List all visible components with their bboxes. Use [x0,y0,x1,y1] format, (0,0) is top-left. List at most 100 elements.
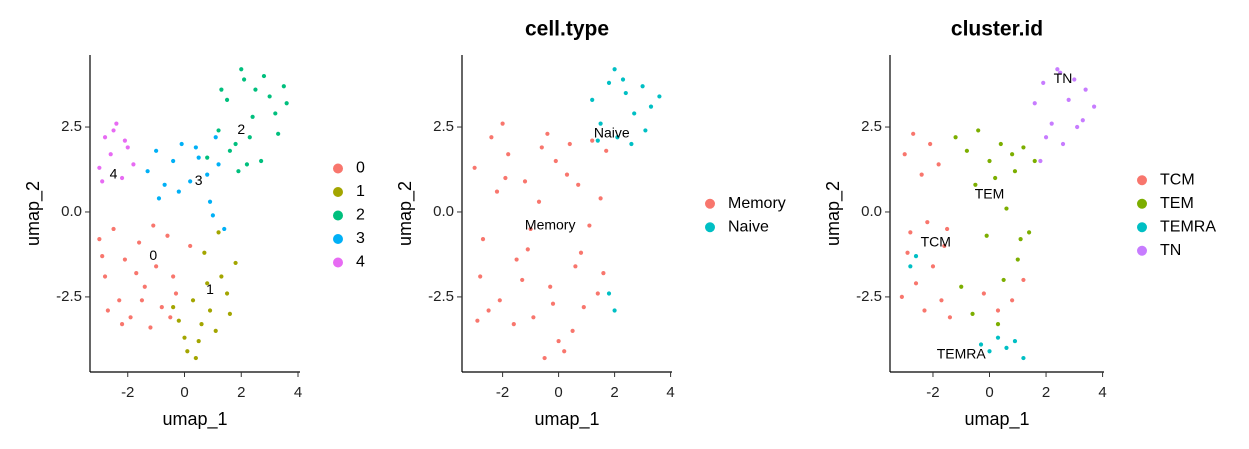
point [503,175,508,181]
point [486,308,491,313]
point [1058,70,1063,75]
point [981,291,986,296]
point [598,121,603,126]
point [168,315,173,320]
x-axis-title: umap_1 [964,409,1029,430]
point [595,291,600,296]
point [620,77,626,82]
y-axis-title: umap_2 [823,181,844,246]
point [205,281,210,286]
x-tick-label: 0 [554,384,562,401]
point [601,271,606,276]
point [219,87,224,92]
cluster-label: 2 [237,121,245,137]
legend-label: TN [1160,242,1181,259]
cluster-label: 3 [195,172,203,188]
point [179,141,184,147]
point [154,148,159,153]
point [119,321,125,327]
point [987,349,992,354]
point [612,67,617,72]
legend-key [333,187,343,197]
point [196,155,201,160]
point [1038,158,1043,164]
point [1021,355,1026,361]
point [1092,104,1097,109]
point [606,291,612,296]
point [281,84,286,89]
point [648,104,654,109]
point [97,237,102,242]
point [995,335,1001,340]
point [657,94,662,99]
point [119,175,125,181]
point [987,158,992,164]
legend-label: 3 [356,230,365,247]
point [930,264,936,269]
legend-label: 0 [356,160,365,177]
x-tick-label: -2 [926,384,939,401]
x-tick-label: 4 [294,384,302,401]
y-axis-title: umap_2 [395,181,416,246]
point [936,162,941,167]
point [236,169,241,174]
point [100,254,105,259]
y-tick-label: -2.5 [428,288,454,305]
point [612,308,617,313]
point [959,284,964,289]
point [945,226,950,232]
point [542,355,547,361]
point [1001,277,1006,283]
y-tick-label: 0.0 [433,203,454,220]
y-tick-label: -2.5 [856,288,882,305]
point [1032,158,1037,164]
cluster-label: 0 [149,247,157,263]
point [632,111,637,116]
point [224,291,230,296]
point [478,274,483,279]
point [205,172,210,177]
point [176,318,181,323]
point [581,305,586,310]
point [511,321,516,327]
point [241,77,247,82]
legend-label: Memory [728,195,786,212]
legend-label: TEM [1160,195,1194,212]
y-tick-label: 0.0 [61,203,82,220]
point [154,264,159,269]
point [953,135,958,140]
point [190,298,196,303]
chart-title: cell.type [525,18,609,41]
point [216,162,221,167]
legend-key [333,210,343,221]
point [1032,101,1037,106]
point [995,308,1001,313]
point [643,128,648,133]
point [911,131,916,136]
point [497,298,502,303]
point [261,73,267,79]
cluster-label: Memory [525,216,576,232]
point [1004,345,1009,350]
legend-key [705,222,715,233]
point [196,338,201,344]
point [604,148,609,153]
x-tick-label: 4 [666,384,674,401]
point [213,328,218,333]
point [222,226,227,232]
point [520,277,525,283]
point [522,179,528,184]
point [553,158,558,164]
point [1060,141,1066,147]
point [1043,135,1049,140]
point [629,141,634,147]
point [595,138,600,143]
point [964,148,969,153]
point [102,135,108,140]
point [165,233,170,238]
point [1012,169,1018,174]
point [494,189,500,194]
point [1066,97,1071,102]
x-axis-title: umap_1 [534,409,599,430]
point [250,114,255,119]
